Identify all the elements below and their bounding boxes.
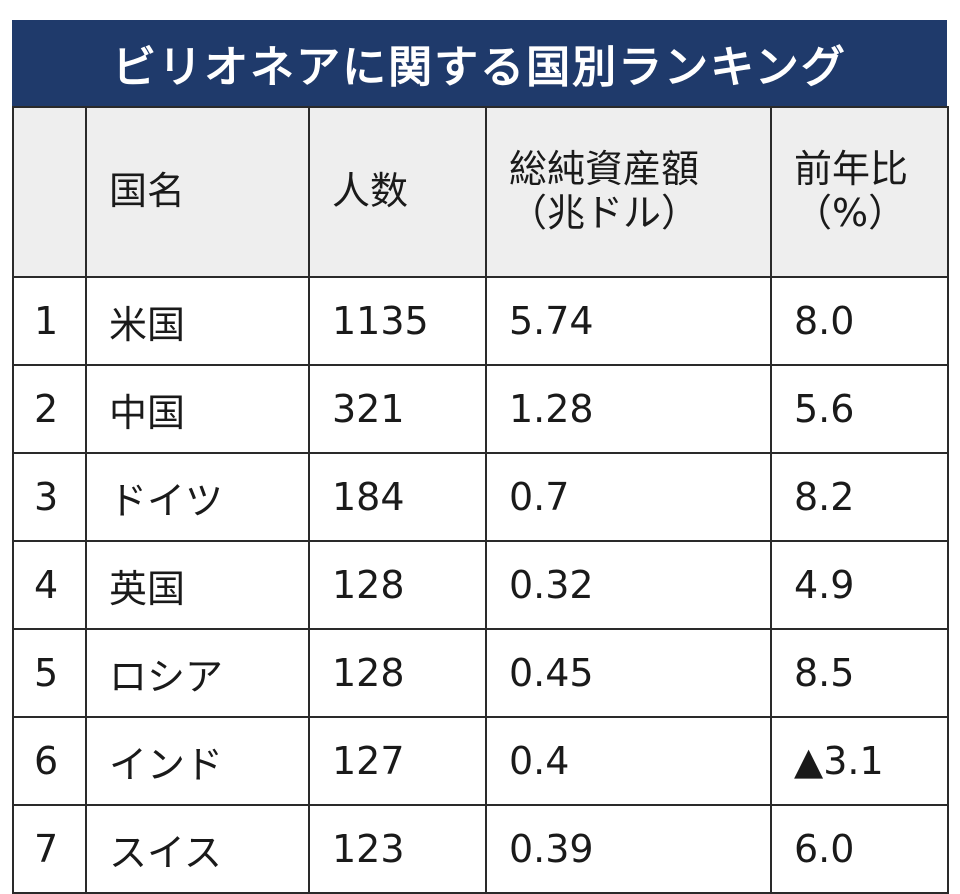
cell-rank: 4 xyxy=(12,540,87,630)
table-row: 5 ロシア 128 0.45 8.5 xyxy=(12,628,949,718)
cell-yoy: 8.0 xyxy=(770,276,949,366)
cell-count: 321 xyxy=(308,364,487,454)
cell-count: 123 xyxy=(308,804,487,894)
header-assets-line2: （兆ドル） xyxy=(509,191,700,235)
table-row: 1 米国 1135 5.74 8.0 xyxy=(12,276,949,366)
cell-assets: 5.74 xyxy=(485,276,772,366)
cell-count: 127 xyxy=(308,716,487,806)
cell-yoy: 8.2 xyxy=(770,452,949,542)
cell-count: 184 xyxy=(308,452,487,542)
table-row: 7 スイス 123 0.39 6.0 xyxy=(12,804,949,894)
cell-assets: 0.32 xyxy=(485,540,772,630)
cell-assets: 0.4 xyxy=(485,716,772,806)
table-row: 4 英国 128 0.32 4.9 xyxy=(12,540,949,630)
cell-assets: 0.39 xyxy=(485,804,772,894)
cell-assets: 0.7 xyxy=(485,452,772,542)
header-assets-line1: 総純資産額 xyxy=(509,147,700,192)
cell-rank: 6 xyxy=(12,716,87,806)
cell-rank: 3 xyxy=(12,452,87,542)
cell-country: スイス xyxy=(85,804,310,894)
header-yoy-line1: 前年比 xyxy=(794,147,909,192)
header-count: 人数 xyxy=(308,106,487,278)
header-yoy-line2: （%） xyxy=(794,191,907,235)
cell-count: 128 xyxy=(308,628,487,718)
header-country: 国名 xyxy=(85,106,310,278)
cell-rank: 5 xyxy=(12,628,87,718)
table-row: 3 ドイツ 184 0.7 8.2 xyxy=(12,452,949,542)
cell-country: ドイツ xyxy=(85,452,310,542)
cell-country: 英国 xyxy=(85,540,310,630)
cell-yoy: ▲3.1 xyxy=(770,716,949,806)
ranking-table: 国名 人数 総純資産額 （兆ドル） 前年比 （%） 1 米国 1135 5.74… xyxy=(12,106,949,894)
header-row: 国名 人数 総純資産額 （兆ドル） 前年比 （%） xyxy=(12,106,949,278)
cell-rank: 2 xyxy=(12,364,87,454)
cell-count: 1135 xyxy=(308,276,487,366)
cell-country: ロシア xyxy=(85,628,310,718)
table-title: ビリオネアに関する国別ランキング xyxy=(12,20,947,106)
ranking-table-card: ビリオネアに関する国別ランキング 国名 人数 総純資産額 （兆ドル） 前年比 （… xyxy=(12,20,949,894)
cell-yoy: 6.0 xyxy=(770,804,949,894)
cell-rank: 7 xyxy=(12,804,87,894)
table-row: 6 インド 127 0.4 ▲3.1 xyxy=(12,716,949,806)
table-row: 2 中国 321 1.28 5.6 xyxy=(12,364,949,454)
cell-assets: 1.28 xyxy=(485,364,772,454)
cell-yoy: 8.5 xyxy=(770,628,949,718)
cell-yoy: 4.9 xyxy=(770,540,949,630)
header-yoy: 前年比 （%） xyxy=(770,106,949,278)
header-assets: 総純資産額 （兆ドル） xyxy=(485,106,772,278)
cell-rank: 1 xyxy=(12,276,87,366)
cell-country: インド xyxy=(85,716,310,806)
cell-yoy: 5.6 xyxy=(770,364,949,454)
cell-count: 128 xyxy=(308,540,487,630)
cell-assets: 0.45 xyxy=(485,628,772,718)
header-rank xyxy=(12,106,87,278)
cell-country: 米国 xyxy=(85,276,310,366)
cell-country: 中国 xyxy=(85,364,310,454)
